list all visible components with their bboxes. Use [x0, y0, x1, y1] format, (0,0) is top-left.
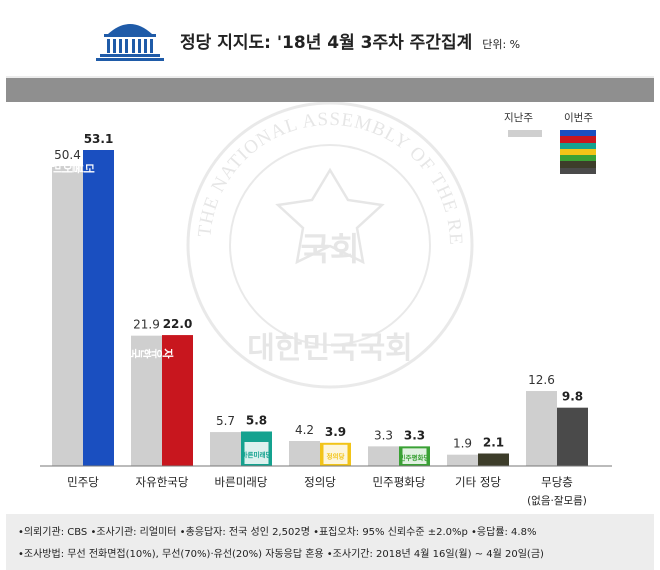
value-label-curr-2: 5.8	[246, 413, 267, 427]
value-label-curr-1: 22.0	[163, 317, 193, 331]
bar-prev-1	[131, 335, 162, 466]
legend-curr-label: 이번주	[564, 112, 593, 124]
header-divider-band	[6, 78, 654, 102]
value-label-curr-5: 2.1	[483, 436, 504, 450]
bar-prev-2	[210, 432, 241, 466]
legend-curr-stripe	[560, 161, 596, 168]
legend-curr-stripe	[560, 130, 596, 137]
party-logo-box-2	[244, 442, 269, 464]
bar-prev-3	[289, 441, 320, 466]
footer-line-2: •조사방법: 무선 전화면접(10%), 무선(70%)·유선(20%) 자동응…	[18, 549, 544, 560]
value-label-curr-4: 3.3	[404, 428, 425, 442]
value-label-prev-3: 4.2	[295, 423, 314, 437]
category-label-1: 자유한국당	[136, 475, 189, 489]
value-label-prev-4: 3.3	[374, 428, 393, 442]
value-label-prev-1: 21.9	[133, 318, 160, 332]
category-label-2: 바른미래당	[215, 475, 268, 489]
party-logo-4: 민주평화당	[400, 453, 430, 462]
value-label-curr-3: 3.9	[325, 425, 346, 439]
bar-curr-6	[557, 407, 588, 466]
category-label-5: 기타 정당	[455, 475, 501, 489]
category-label-4: 민주평화당	[373, 475, 426, 489]
legend-curr-stripe	[560, 148, 596, 156]
title-text: 정당 지지도: '18년 4월 3주차 주간집계	[180, 33, 473, 53]
legend-curr-stripe	[560, 142, 596, 149]
legend-curr-stripe	[560, 167, 596, 174]
party-logo-box-4	[402, 448, 427, 464]
legend-curr-stripe	[560, 155, 596, 162]
category-sublabel-6: (없음·잘모름)	[527, 494, 587, 507]
party-logo-2: 바른미래당	[242, 450, 272, 459]
bar-curr-5	[478, 453, 509, 466]
bar-prev-4	[368, 446, 399, 466]
watermark-seal-text: 국회	[301, 230, 360, 268]
party-logo-box-3	[323, 444, 348, 464]
legend-curr-swatch	[560, 130, 596, 174]
bar-curr-0	[83, 150, 114, 466]
bar-prev-5	[447, 454, 478, 466]
legend-prev-swatch	[508, 130, 542, 137]
footer-line-1: •의뢰기관: CBS •조사기관: 리얼미터 •총응답자: 전국 성인 2,50…	[18, 527, 537, 538]
value-label-prev-5: 1.9	[453, 437, 472, 451]
category-label-6: 무당층	[541, 475, 573, 489]
legend: 지난주 이번주	[498, 108, 608, 178]
watermark-bottom-text: 대한민국국회	[247, 331, 413, 366]
category-label-0: 민주당	[67, 475, 99, 489]
chart-title: 정당 지지도: '18년 4월 3주차 주간집계 단위: %	[180, 28, 520, 53]
legend-prev-label: 지난주	[504, 112, 533, 124]
value-label-curr-0: 53.1	[84, 132, 114, 146]
value-label-prev-6: 12.6	[528, 373, 555, 387]
category-label-3: 정의당	[304, 475, 336, 489]
legend-curr-stripe	[560, 136, 596, 143]
bar-curr-1	[162, 335, 193, 466]
value-label-prev-2: 5.7	[216, 414, 235, 428]
party-logo-3: 정의당	[327, 451, 345, 460]
bar-prev-0	[52, 166, 83, 466]
header: 정당 지지도: '18년 4월 3주차 주간집계 단위: %	[0, 0, 660, 78]
party-logo-0: 더불어민주당	[28, 162, 96, 175]
national-assembly-icon	[96, 24, 164, 61]
value-label-prev-0: 50.4	[54, 148, 81, 162]
unit-label: 단위: %	[482, 38, 521, 51]
party-logo-1: 자유한국당	[118, 347, 175, 360]
bar-prev-6	[526, 391, 557, 466]
footer-notes: •의뢰기관: CBS •조사기관: 리얼미터 •총응답자: 전국 성인 2,50…	[6, 514, 654, 570]
value-label-curr-6: 9.8	[562, 390, 583, 404]
